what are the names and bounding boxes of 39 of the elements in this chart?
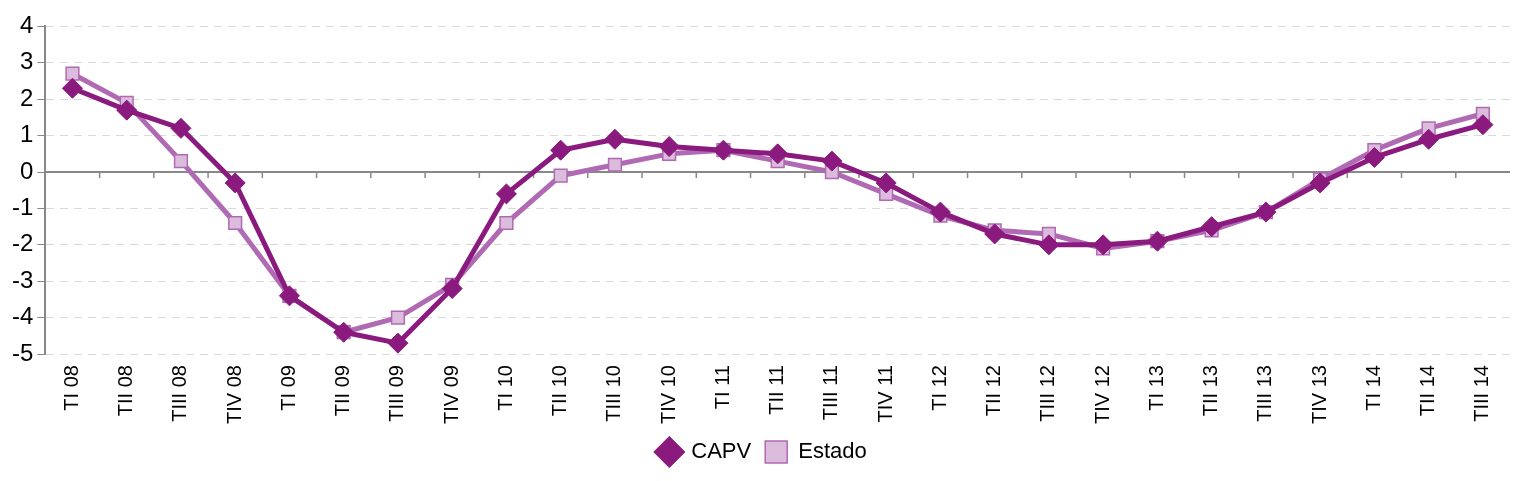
y-tick-label: 0: [19, 156, 34, 184]
x-tick-label: TIV 12: [1090, 365, 1113, 425]
y-tick-label: 3: [19, 47, 34, 75]
x-tick-label: TIV 09: [439, 365, 462, 425]
x-tick-label: TIII 13: [1253, 365, 1276, 422]
x-tick-label: TIII 08: [168, 365, 191, 422]
legend-label: Estado: [798, 438, 867, 464]
y-tick-label: 2: [19, 83, 34, 111]
y-tick-label: -5: [12, 338, 34, 366]
y-tick-label: 1: [19, 120, 34, 148]
x-tick-label: TI 09: [276, 365, 299, 411]
x-tick-label: TIII 10: [602, 365, 625, 422]
x-tick-label: TI 08: [59, 365, 82, 411]
x-tick-label: TI 13: [1144, 365, 1167, 411]
x-tick-label: TI 10: [493, 365, 516, 411]
x-tick-label: TII 12: [982, 365, 1005, 417]
x-tick-label: TIV 08: [222, 365, 245, 425]
x-tick-label: TI 11: [710, 365, 733, 410]
y-tick-label: -1: [12, 193, 34, 221]
x-tick-label: TIV 11: [873, 365, 896, 423]
x-tick-label: TII 09: [331, 365, 354, 417]
y-tick-label: 4: [19, 11, 34, 39]
x-tick-label: TIII 09: [385, 365, 408, 422]
y-tick-label: -2: [12, 229, 34, 257]
x-tick-label: TI 14: [1361, 365, 1384, 411]
x-tick-label: TII 13: [1199, 365, 1222, 417]
x-tick-label: TII 10: [548, 365, 571, 417]
legend-label: CAPV: [691, 438, 752, 464]
x-tick-label: TIV 10: [656, 365, 679, 425]
x-tick-label: TIV 13: [1307, 365, 1330, 425]
x-tick-label: TII 08: [114, 365, 137, 417]
x-tick-label: TIII 14: [1470, 365, 1493, 422]
x-tick-label: TIII 11: [819, 365, 842, 421]
x-tick-label: TIII 12: [1036, 365, 1059, 422]
y-tick-label: -3: [12, 265, 34, 293]
x-tick-label: TI 12: [927, 365, 950, 411]
y-tick-label: -4: [12, 302, 34, 330]
x-tick-label: TII 11: [765, 365, 788, 415]
x-tick-label: TII 14: [1416, 365, 1439, 417]
